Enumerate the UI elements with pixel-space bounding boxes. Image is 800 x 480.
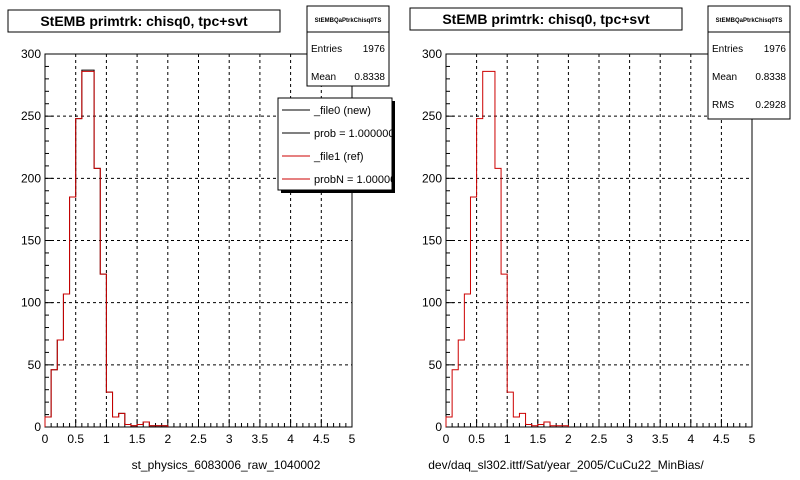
stats-value: 1976 (363, 44, 386, 55)
x-tick-label: 0.5 (468, 432, 485, 446)
x-tick-label: 3 (626, 432, 633, 446)
x-tick-label: 3 (226, 432, 233, 446)
x-tick-label: 2 (565, 432, 572, 446)
stats-box (707, 5, 791, 120)
stats-label: Entries (712, 44, 743, 55)
title-box (409, 7, 683, 31)
stats-name: StEMBQaPtrkChisq0TS (716, 18, 783, 24)
stats-label: RMS (712, 100, 735, 111)
y-tick-label: 200 (21, 171, 41, 185)
y-tick-label: 200 (422, 171, 442, 185)
x-tick-label: 1 (103, 432, 110, 446)
stats-value: 0.8338 (755, 72, 786, 83)
x-tick-label: 4 (687, 432, 694, 446)
chart-pad-1: 0 0.5 1 1.5 2 2.5 3 3.5 4 4.5 5050100150200250300S… (7, 5, 402, 472)
y-tick-label: 150 (422, 234, 442, 248)
x-axis-label: st_physics_6083006_raw_1040002 (132, 458, 321, 472)
stats-label: Entries (311, 44, 342, 55)
x-tick-label: 3.5 (252, 432, 269, 446)
x-tick-label: 2 (164, 432, 171, 446)
legend-box (277, 97, 393, 191)
legend-entries: _file0 (new) prob = 1.000000 _file1 (ref) p… (282, 105, 402, 186)
x-tick-label: 0 (42, 432, 49, 446)
histogram-series-1 (445, 70, 569, 427)
x-tick-label: 4.5 (313, 432, 330, 446)
y-tick-label: 0 (34, 420, 41, 434)
stats-label: Mean (712, 72, 737, 83)
stats-value: 1976 (764, 44, 787, 55)
y-tick-label: 150 (21, 234, 41, 248)
legend-label: _file0 (new) (313, 105, 371, 117)
x-tick-label: 3.5 (652, 432, 669, 446)
legend-label: probN = 1.000000 (314, 174, 402, 186)
y-tick-label: 250 (422, 109, 442, 123)
x-tick-label: 4 (287, 432, 294, 446)
legend-label: prob = 1.000000 (314, 128, 394, 140)
stats-name: StEMBQaPtrkChisq0TS (315, 18, 382, 24)
x-tick-label: 0.5 (67, 432, 84, 446)
y-tick-label: 300 (21, 47, 41, 61)
histogram-series-2 (44, 70, 169, 427)
legend: _file0 (new) prob = 1.000000 _file1 (ref) p… (277, 97, 402, 193)
y-tick-label: 50 (429, 358, 443, 372)
x-tick-label: 2.5 (591, 432, 608, 446)
chart-title: StEMB primtrk: chisq0, tpc+svt (40, 13, 248, 29)
x-tick-label: 5 (749, 432, 756, 446)
x-tick-label: 5 (349, 432, 356, 446)
x-tick-label: 0 (443, 432, 450, 446)
title-box (7, 9, 281, 33)
y-tick-label: 100 (21, 296, 41, 310)
stats-value: 0.2928 (755, 100, 786, 111)
x-axis-label: dev/daq_sl302.ittf/Sat/year_2005/CuCu22_… (428, 458, 704, 472)
x-tick-label: 4.5 (713, 432, 730, 446)
y-tick-label: 300 (422, 47, 442, 61)
stats-value: 0.8338 (354, 72, 385, 83)
y-tick-label: 250 (21, 109, 41, 123)
chart-pad-2: 0 0.5 1 1.5 2 2.5 3 3.5 4 4.5 5050100150200250300S… (409, 5, 791, 472)
y-tick-label: 0 (435, 420, 442, 434)
x-tick-label: 2.5 (190, 432, 207, 446)
stats-box (306, 5, 390, 87)
legend-label: _file1 (ref) (313, 151, 364, 163)
stats-label: Mean (311, 72, 336, 83)
x-tick-label: 1.5 (129, 432, 146, 446)
x-tick-label: 1.5 (529, 432, 546, 446)
x-tick-label: 1 (504, 432, 511, 446)
y-tick-label: 100 (422, 296, 442, 310)
chart-title: StEMB primtrk: chisq0, tpc+svt (442, 11, 650, 27)
y-tick-label: 50 (28, 358, 42, 372)
